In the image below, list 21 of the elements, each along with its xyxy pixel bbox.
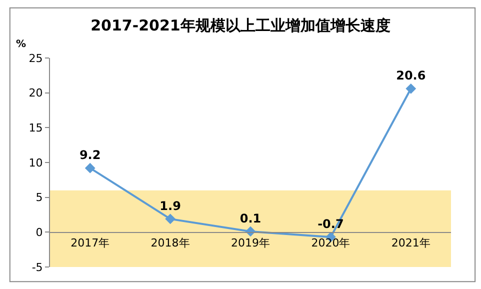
y-tick-label: 5	[36, 191, 43, 204]
x-tick-label: 2019年	[231, 236, 270, 250]
x-tick-label: 2020年	[311, 236, 350, 250]
data-label: 1.9	[160, 198, 181, 213]
y-tick-label: -5	[32, 260, 43, 274]
chart-title: 2017-2021年规模以上工业增加值增长速度	[90, 16, 390, 35]
x-tick-label: 2018年	[150, 236, 190, 250]
y-axis-title: %	[16, 39, 26, 50]
y-tick-label: 15	[28, 122, 43, 135]
point	[165, 214, 176, 224]
data-label: 20.6	[396, 68, 426, 83]
point	[406, 83, 416, 94]
y-tick-label: 10	[28, 156, 43, 170]
x-tick-label: 2021年	[391, 236, 430, 250]
y-tick-label: 20	[28, 86, 43, 100]
data-label: 9.2	[79, 148, 101, 162]
point	[84, 162, 96, 174]
data-label: 0.1	[240, 211, 262, 226]
y-tick-label: 0	[36, 226, 43, 240]
x-tick-label: 2017年	[70, 236, 110, 250]
y-tick-label: 25	[28, 52, 43, 65]
